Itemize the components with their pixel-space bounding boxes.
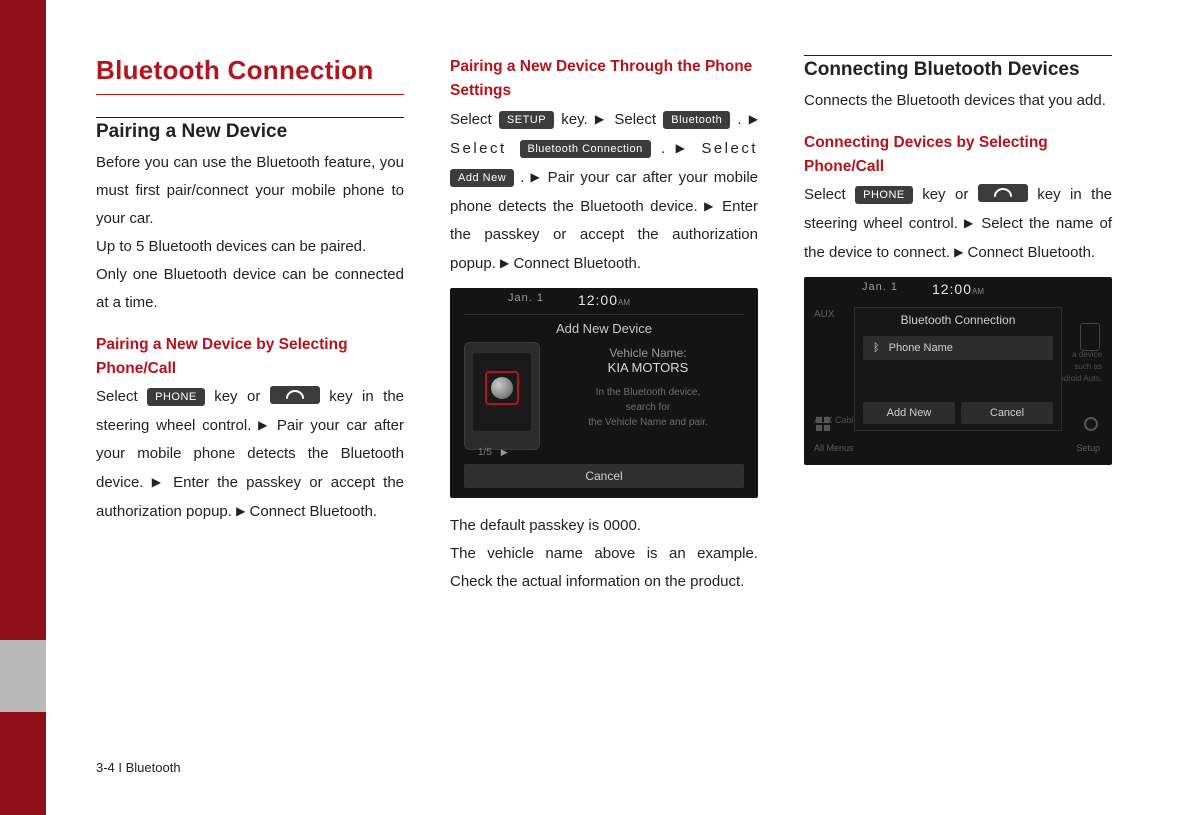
red-subheading: Pairing a New Device by Selecting Phone/…	[96, 333, 404, 381]
text: In the Bluetooth device,	[596, 387, 701, 398]
grid-icon	[816, 417, 830, 431]
red-subheading: Connecting Devices by Selecting Phone/Ca…	[804, 131, 1112, 179]
text: Connect Bluetooth.	[250, 503, 378, 520]
page-content: Bluetooth Connection Pairing a New Devic…	[96, 55, 1116, 596]
vehicle-name: KIA MOTORS	[552, 360, 744, 375]
text: Select	[96, 388, 147, 405]
screenshot-time: 12:00	[932, 281, 972, 297]
body-text: Connects the Bluetooth devices that you …	[804, 87, 1112, 115]
pager-arrow-icon: ▶	[501, 447, 508, 457]
text: .	[661, 140, 676, 157]
screenshot-date: Jan. 1	[508, 292, 544, 304]
screenshot-time: 12:00	[578, 292, 618, 308]
phone-key: PHONE	[855, 186, 913, 204]
body-text: Select PHONE key or key in the steering …	[96, 383, 404, 526]
text: The default passkey is 0000.	[450, 517, 641, 534]
body-text: The default passkey is 0000. The vehicle…	[450, 512, 758, 596]
add-new-key: Add New	[450, 169, 514, 187]
red-subheading: Pairing a New Device Through the Phone S…	[450, 55, 758, 103]
arrow-icon: ▶	[964, 216, 975, 230]
text: Only one Bluetooth device can be con­nec…	[96, 266, 404, 311]
text: .	[520, 169, 530, 186]
pager-text: 1/5	[478, 447, 492, 458]
text: key.	[561, 111, 595, 128]
bluetooth-key: Bluetooth	[663, 111, 730, 129]
call-key-icon	[270, 386, 320, 404]
bluetooth-panel: Bluetooth Connection ᛒ Phone Name Add Ne…	[854, 307, 1062, 431]
text: Before you can use the Bluetooth feature…	[96, 154, 404, 227]
device-name: Phone Name	[889, 342, 953, 354]
subheading-connecting: Connecting Bluetooth Devices	[804, 55, 1112, 81]
cancel-button[interactable]: Cancel	[961, 402, 1053, 424]
text: Select	[614, 111, 663, 128]
column-3: Connecting Bluetooth Devices Connects th…	[804, 55, 1112, 596]
screenshot-info: Vehicle Name: KIA MOTORS In the Bluetoot…	[552, 342, 744, 450]
arrow-icon: ▶	[954, 245, 963, 259]
text: Select	[450, 140, 520, 157]
setup-key: SETUP	[499, 111, 554, 129]
text: a device	[1072, 350, 1102, 359]
all-menus-label: All Menus	[814, 443, 854, 453]
screenshot-add-new-device: Jan. 1 12:00AM Add New Device Vehicle Na…	[450, 288, 758, 498]
text: such as	[1074, 362, 1102, 371]
text: Up to 5 Bluetooth devices can be paired.	[96, 238, 366, 255]
title-rule	[96, 94, 404, 95]
arrow-icon: ▶	[500, 256, 509, 270]
arrow-icon: ▶	[152, 475, 165, 489]
text: .	[737, 111, 748, 128]
phone-mock	[464, 342, 540, 450]
screenshot-date: Jan. 1	[862, 281, 898, 293]
call-key-icon	[978, 184, 1028, 202]
aux-label: AUX	[814, 309, 835, 320]
screenshot-ampm: AM	[618, 298, 630, 307]
text: The vehicle name above is an example. Ch…	[450, 545, 758, 590]
text: key or	[214, 388, 270, 405]
screenshot-title: Add New Device	[464, 314, 744, 342]
text: key or	[922, 186, 978, 203]
device-row[interactable]: ᛒ Phone Name	[863, 336, 1053, 360]
vehicle-name-label: Vehicle Name:	[552, 346, 744, 360]
setup-label: Setup	[1076, 443, 1100, 453]
text: Connect Bluetooth.	[968, 244, 1096, 261]
screenshot-ampm: AM	[972, 287, 984, 296]
panel-title: Bluetooth Connection	[855, 308, 1061, 332]
screenshot-statusbar: Jan. 1 12:00AM	[450, 288, 758, 310]
arrow-icon: ▶	[676, 141, 691, 155]
arrow-icon: ▶	[258, 418, 270, 432]
arrow-icon: ▶	[704, 199, 716, 213]
column-1: Bluetooth Connection Pairing a New Devic…	[96, 55, 404, 596]
hint-text: In the Bluetooth device, search for the …	[552, 385, 744, 430]
text: Select	[450, 111, 499, 128]
bluetooth-connection-key: Bluetooth Connection	[520, 140, 651, 158]
pager: 1/5 ▶	[478, 447, 508, 458]
text: search for	[626, 402, 670, 413]
screenshot-statusbar: Jan. 1 12:00AM	[804, 277, 1112, 299]
pair-icon	[1080, 323, 1100, 351]
cancel-button[interactable]: Cancel	[464, 464, 744, 488]
subheading-pairing: Pairing a New Device	[96, 117, 404, 143]
gear-icon	[1084, 417, 1098, 431]
text: Connect Bluetooth.	[513, 255, 641, 272]
text: the Vehicle Name and pair.	[588, 417, 708, 428]
arrow-icon: ▶	[749, 112, 758, 126]
text: Select	[804, 186, 855, 203]
gear-icon	[485, 371, 519, 405]
arrow-icon: ▶	[595, 112, 607, 126]
column-2: Pairing a New Device Through the Phone S…	[450, 55, 758, 596]
main-title: Bluetooth Connection	[96, 55, 404, 86]
left-grey-tab	[0, 640, 46, 712]
text: Select	[701, 140, 758, 157]
bluetooth-icon: ᛒ	[873, 336, 880, 360]
arrow-icon: ▶	[530, 170, 541, 184]
add-new-button[interactable]: Add New	[863, 402, 955, 424]
phone-key: PHONE	[147, 388, 205, 406]
body-text: Before you can use the Bluetooth feature…	[96, 149, 404, 317]
body-text: Select SETUP key. ▶ Select Bluetooth . ▶…	[450, 105, 758, 278]
screenshot-bluetooth-connection: Jan. 1 12:00AM AUX AUX Cable All Menus S…	[804, 277, 1112, 465]
arrow-icon: ▶	[236, 504, 245, 518]
page-footer: 3-4 I Bluetooth	[96, 760, 181, 775]
body-text: Select PHONE key or key in the steering …	[804, 181, 1112, 267]
